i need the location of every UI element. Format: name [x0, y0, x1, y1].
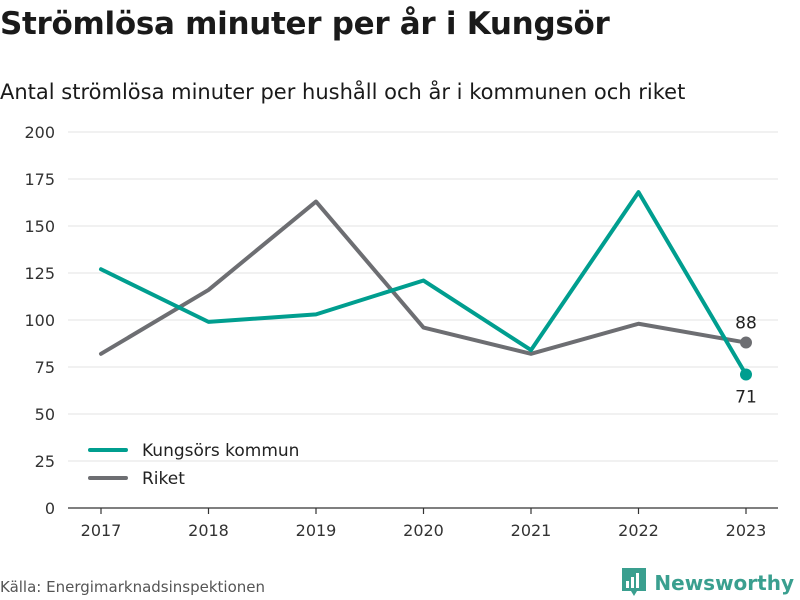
- x-tick-label: 2017: [81, 521, 122, 540]
- x-tick-label: 2022: [618, 521, 659, 540]
- series-layer: 71 88: [99, 190, 757, 408]
- x-tick-label: 2020: [403, 521, 444, 540]
- chart-subtitle: Antal strömlösa minuter per hushåll och …: [0, 80, 686, 104]
- series-line-riket: [99, 199, 748, 356]
- series-end-point-kungs-rs-kommun: [740, 368, 752, 381]
- brand-name: Newsworthy: [654, 571, 794, 595]
- brand-logo: Newsworthy: [622, 568, 794, 598]
- legend: Kungsörs kommun Riket: [88, 441, 299, 489]
- grid-lines: [68, 131, 778, 462]
- data-label: 71: [735, 388, 757, 408]
- y-tick-label: 75: [35, 358, 55, 377]
- data-label: 88: [735, 314, 757, 334]
- x-tick-label: 2023: [726, 521, 767, 540]
- y-tick-label: 0: [45, 499, 55, 518]
- y-tick-label: 125: [24, 264, 55, 283]
- legend-label: Riket: [142, 469, 185, 489]
- x-tick-label: 2018: [188, 521, 229, 540]
- y-tick-label: 150: [24, 217, 55, 236]
- y-tick-label: 50: [35, 405, 55, 424]
- x-axis: 2017 2018 2019 2020 2021 2022 2023: [68, 507, 778, 540]
- chart-title: Strömlösa minuter per år i Kungsör: [0, 6, 610, 42]
- y-tick-label: 100: [24, 311, 55, 330]
- legend-label: Kungsörs kommun: [142, 441, 299, 461]
- series-line-kungs-rs-kommun: [99, 190, 748, 377]
- series-end-point-riket: [740, 336, 752, 349]
- x-tick-label: 2019: [296, 521, 337, 540]
- y-axis: 0 25 50 75 100 125 150 175 200: [24, 123, 55, 518]
- y-tick-label: 175: [24, 170, 55, 189]
- y-tick-label: 200: [24, 123, 55, 142]
- x-tick-label: 2021: [511, 521, 552, 540]
- y-tick-label: 25: [35, 452, 55, 471]
- source-note: Källa: Energimarknadsinspektionen: [0, 578, 266, 596]
- bar-chart-icon: [622, 568, 647, 596]
